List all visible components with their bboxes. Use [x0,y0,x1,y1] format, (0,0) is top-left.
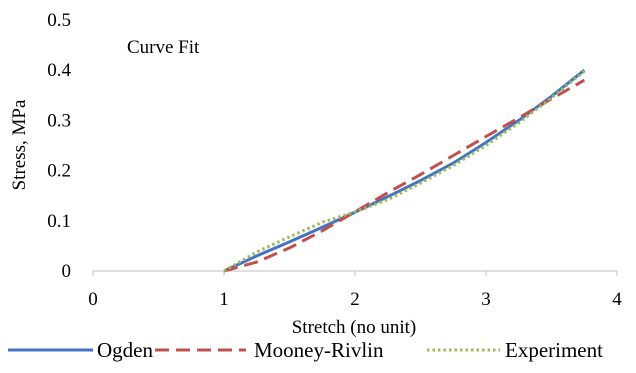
x-tick-label: 2 [350,289,360,310]
series-lines [223,69,586,273]
y-tick-label: 0.2 [47,161,71,182]
series-line-experiment [223,70,586,273]
y-tick-label: 0.4 [47,60,71,81]
x-tick-label: 3 [481,289,491,310]
x-tick-label: 1 [219,289,229,310]
legend-label: Ogden [97,338,153,362]
y-tick-label: 0.5 [47,10,71,31]
y-tick-label: 0.1 [47,211,71,232]
y-axis-title: Stress, MPa [9,99,30,190]
legend-label: Experiment [505,338,603,362]
x-tick-label: 4 [612,289,622,310]
x-tick-label: 0 [88,289,98,310]
series-line-mooney-rivlin [223,78,586,273]
x-axis-title: Stretch (no unit) [292,317,417,338]
annotation-curve-fit: Curve Fit [127,37,200,58]
legend: Ogden Mooney-Rivlin Experiment [8,338,603,362]
x-ticks [92,271,618,276]
y-tick-label: 0 [62,261,72,282]
y-tick-label: 0.3 [47,110,71,131]
y-tick-labels: 0 0.1 0.2 0.3 0.4 0.5 [47,10,71,282]
x-tick-labels: 0 1 2 3 4 [88,289,622,310]
legend-label: Mooney-Rivlin [254,338,384,362]
